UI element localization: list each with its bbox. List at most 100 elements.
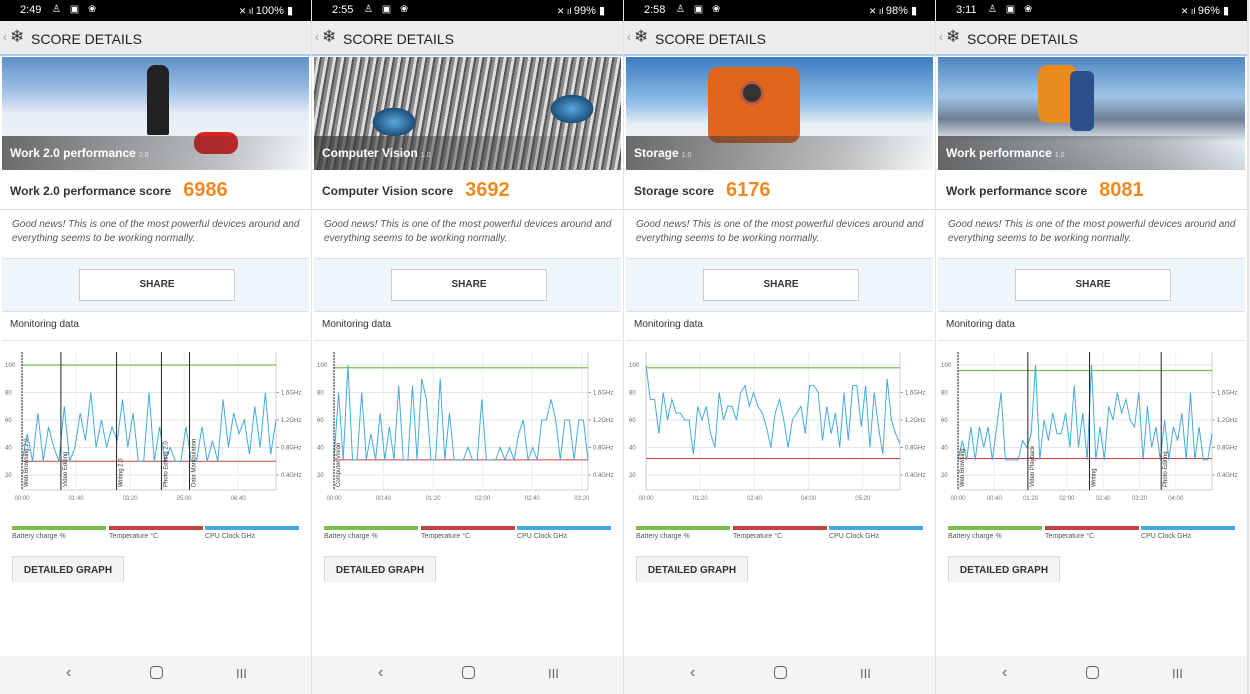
recents-icon[interactable]: III	[548, 666, 559, 681]
status-time: 2:55	[332, 4, 354, 16]
x-tick-label: 06:40	[231, 496, 247, 502]
android-nav-bar: ‹ III	[312, 656, 623, 694]
back-chevron-icon[interactable]: ‹	[3, 30, 7, 44]
share-button[interactable]: SHARE	[703, 269, 859, 301]
share-button[interactable]: SHARE	[1015, 269, 1171, 301]
monitoring-data-heading: Monitoring data	[946, 319, 1015, 330]
share-section: SHARE	[626, 258, 933, 312]
back-chevron-icon[interactable]: ‹	[627, 30, 631, 44]
detailed-graph-button[interactable]: DETAILED GRAPH	[948, 556, 1060, 582]
legend-swatch	[324, 526, 418, 530]
event-label: Data Manipulation	[192, 439, 198, 487]
divider	[626, 340, 933, 341]
event-label: Video Playback	[1030, 445, 1036, 487]
share-section: SHARE	[938, 258, 1245, 312]
legend-label: CPU Clock GHz	[205, 533, 256, 540]
detailed-graph-button[interactable]: DETAILED GRAPH	[636, 556, 748, 582]
share-button[interactable]: SHARE	[391, 269, 547, 301]
home-icon[interactable]	[774, 666, 787, 679]
x-tick-label: 01:20	[426, 496, 442, 502]
score-value: 6986	[183, 179, 228, 201]
score-row: Storage score 6176	[624, 172, 935, 210]
status-bar: 2:55 ♙ ▣ ❀ ✕ ıl 99% ▮	[312, 0, 623, 21]
detailed-graph-button[interactable]: DETAILED GRAPH	[324, 556, 436, 582]
x-tick-label: 05:00	[177, 496, 193, 502]
y-right-tick-label: 1.6GHz	[281, 391, 301, 397]
legend-label: CPU Clock GHz	[829, 533, 880, 540]
orange-cabin	[708, 67, 800, 143]
legend-label: Temperature °C	[733, 533, 783, 540]
y-right-tick-label: 0.8GHz	[593, 446, 613, 452]
x-tick-label: 02:40	[1096, 496, 1112, 502]
legend-item: Battery charge %	[12, 526, 106, 546]
battery-icon: ▮	[1219, 5, 1229, 17]
battery-percent: 99%	[573, 5, 596, 17]
y-tick-label: 60	[5, 418, 12, 424]
cpu-clock-line	[957, 364, 1213, 461]
share-section: SHARE	[2, 258, 309, 312]
legend-label: Temperature °C	[421, 533, 471, 540]
3dmark-snowflake-icon: ❄	[634, 27, 649, 46]
monitoring-data-heading: Monitoring data	[322, 319, 391, 330]
monitoring-chart: 100 80 60 40 20 1.6GHz 1.2GHz 0.8GHz 0.4GHz 00:00…	[629, 352, 925, 502]
detailed-graph-button[interactable]: DETAILED GRAPH	[12, 556, 124, 582]
divider	[938, 340, 1245, 341]
legend-item: CPU Clock GHz	[829, 526, 923, 546]
home-icon[interactable]	[462, 666, 475, 679]
y-tick-label: 100	[941, 363, 952, 369]
x-tick-label: 03:20	[123, 496, 139, 502]
legend-label: Battery charge %	[324, 533, 378, 540]
recents-icon[interactable]: III	[1172, 666, 1183, 681]
home-icon[interactable]	[150, 666, 163, 679]
legend-label: Battery charge %	[12, 533, 66, 540]
notification-icons: ♙ ▣ ❀	[988, 4, 1036, 15]
phone-screen-2: 2:55 ♙ ▣ ❀ ✕ ıl 99% ▮ ‹ ❄ SCORE DETAILS …	[312, 0, 623, 694]
status-time: 2:49	[20, 4, 42, 16]
x-tick-label: 03:20	[1132, 496, 1148, 502]
notification-icons: ♙ ▣ ❀	[676, 4, 724, 15]
x-tick-label: 02:00	[475, 496, 491, 502]
back-icon[interactable]: ‹	[66, 664, 72, 681]
legend-swatch	[421, 526, 515, 530]
back-chevron-icon[interactable]: ‹	[939, 30, 943, 44]
signal-icon: ✕ ıl	[1180, 6, 1198, 16]
back-chevron-icon[interactable]: ‹	[315, 30, 319, 44]
benchmark-hero-image: Computer Vision 1.0	[314, 57, 621, 170]
x-tick-label: 00:40	[376, 496, 392, 502]
monitoring-chart: 100 80 60 40 20 1.6GHz 1.2GHz 0.8GHz 0.4GHz 00:00…	[941, 352, 1237, 502]
status-right: ✕ ıl 98% ▮	[869, 4, 917, 17]
score-row: Work performance score 8081	[936, 172, 1247, 210]
legend-label: CPU Clock GHz	[517, 533, 568, 540]
benchmark-hero-image: Storage 1.0	[626, 57, 933, 170]
y-right-tick-label: 1.6GHz	[1217, 391, 1237, 397]
event-label: Web Browsing	[960, 448, 966, 487]
page-title: SCORE DETAILS	[31, 31, 142, 47]
y-right-tick-label: 0.8GHz	[1217, 446, 1237, 452]
y-right-tick-label: 1.2GHz	[281, 418, 301, 424]
legend-swatch	[1141, 526, 1235, 530]
legend-swatch	[733, 526, 827, 530]
monitoring-data-heading: Monitoring data	[10, 319, 79, 330]
y-tick-label: 80	[629, 391, 636, 397]
home-icon[interactable]	[1086, 666, 1099, 679]
recents-icon[interactable]: III	[860, 666, 871, 681]
back-icon[interactable]: ‹	[378, 664, 384, 681]
y-tick-label: 20	[317, 473, 324, 479]
y-tick-label: 40	[5, 446, 12, 452]
x-tick-label: 02:40	[747, 496, 763, 502]
legend-swatch	[948, 526, 1042, 530]
share-button[interactable]: SHARE	[79, 269, 235, 301]
battery-icon: ▮	[595, 5, 605, 17]
3dmark-snowflake-icon: ❄	[10, 27, 25, 46]
legend-swatch	[1045, 526, 1139, 530]
back-icon[interactable]: ‹	[1002, 664, 1008, 681]
y-right-tick-label: 0.8GHz	[281, 446, 301, 452]
legend-label: Temperature °C	[109, 533, 159, 540]
back-icon[interactable]: ‹	[690, 664, 696, 681]
x-tick-label: 01:20	[1023, 496, 1039, 502]
3dmark-snowflake-icon: ❄	[322, 27, 337, 46]
signal-icon: ✕ ıl	[556, 6, 574, 16]
score-message: Good news! This is one of the most power…	[948, 219, 1236, 244]
legend-item: CPU Clock GHz	[205, 526, 299, 546]
recents-icon[interactable]: III	[236, 666, 247, 681]
